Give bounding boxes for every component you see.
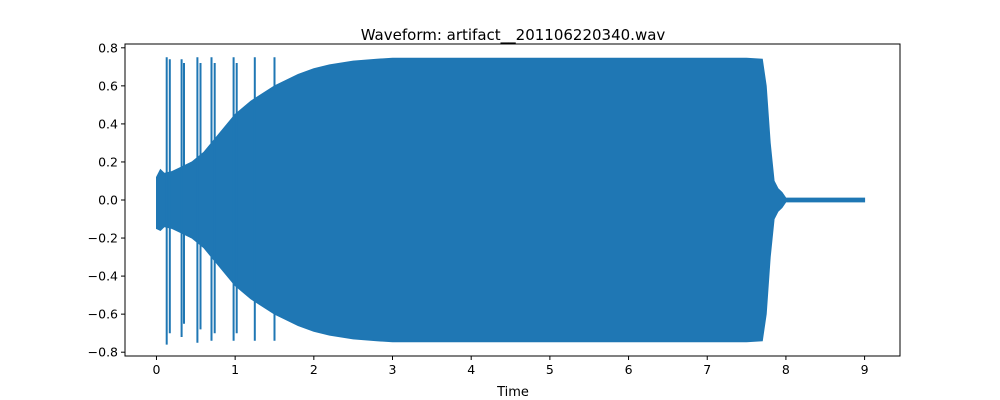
x-axis: 0 1 2 3 4 5 6 7 8 9 [152, 356, 869, 377]
x-tick-label: 0 [152, 362, 160, 377]
y-tick-label: −0.6 [88, 307, 118, 322]
y-axis: 0.8 0.6 0.4 0.2 0.0 −0.2 −0.4 −0.6 −0.8 [88, 40, 125, 360]
x-tick-label: 5 [546, 362, 554, 377]
y-tick-label: −0.2 [88, 231, 118, 246]
y-tick-label: −0.4 [88, 269, 118, 284]
x-tick-label: 2 [310, 362, 318, 377]
x-tick-label: 1 [231, 362, 239, 377]
y-tick-label: 0.2 [98, 154, 118, 169]
x-tick-label: 8 [782, 362, 790, 377]
x-tick-label: 3 [389, 362, 397, 377]
plot-area [156, 57, 866, 345]
x-axis-label: Time [496, 385, 529, 400]
y-tick-label: 0.8 [98, 40, 118, 55]
x-tick-label: 6 [625, 362, 633, 377]
y-tick-label: 0.4 [98, 116, 118, 131]
x-tick-label: 9 [861, 362, 869, 377]
x-tick-label: 4 [467, 362, 475, 377]
y-tick-label: −0.8 [88, 345, 118, 360]
chart-title: Waveform: artifact__201106220340.wav [361, 26, 666, 45]
waveform-envelope [156, 57, 866, 343]
y-tick-label: 0.6 [98, 78, 118, 93]
y-tick-label: 0.0 [98, 193, 118, 208]
x-tick-label: 7 [703, 362, 711, 377]
